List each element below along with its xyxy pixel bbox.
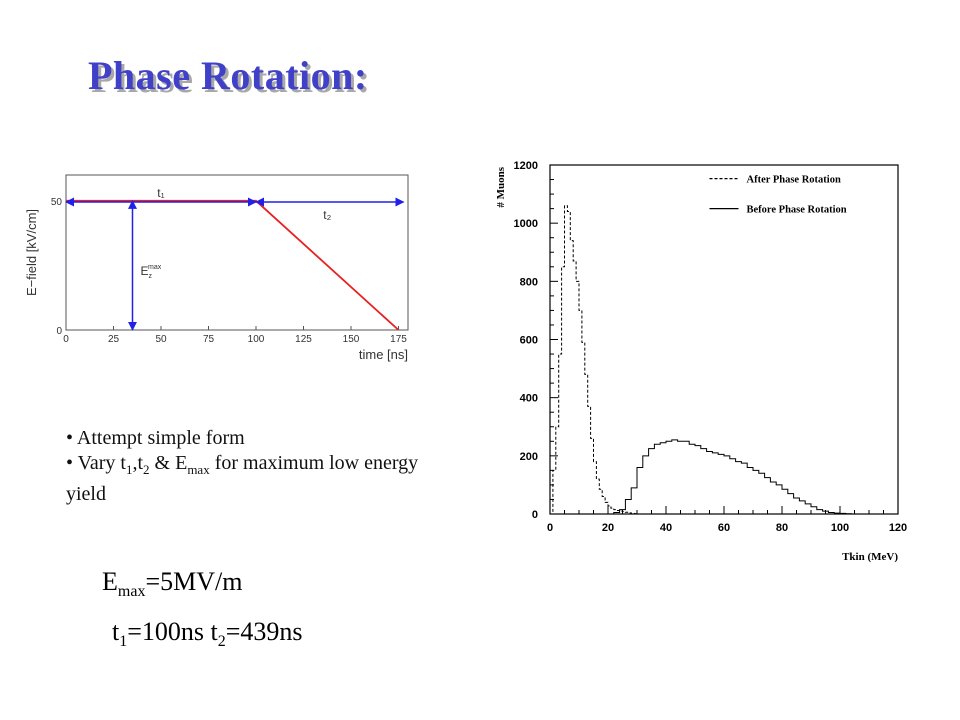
x-tick-label: 175 xyxy=(390,334,407,345)
x-tick-label: 60 xyxy=(718,522,730,534)
legend-label: After Phase Rotation xyxy=(747,175,841,186)
x-tick-label: 150 xyxy=(343,334,360,345)
x-tick-label: 100 xyxy=(831,522,849,534)
bullet-item: • Vary t1,t2 & Emax for maximum low ener… xyxy=(66,452,419,505)
x-tick-label: 125 xyxy=(295,334,312,345)
emax-label: Ezmax xyxy=(141,264,162,280)
x-tick-label: 80 xyxy=(776,522,788,534)
x-tick-label: 75 xyxy=(203,334,215,345)
after-rotation-series xyxy=(550,205,640,515)
efield-line xyxy=(66,199,400,331)
bullet-item: • Attempt simple form xyxy=(66,427,245,449)
parameter-values: Emax=5MV/m t1=100ns t2=439ns xyxy=(102,562,303,662)
x-tick-label: 0 xyxy=(63,334,69,345)
y-tick-label: 50 xyxy=(51,197,63,208)
time-values: t1=100ns t2=439ns xyxy=(112,617,303,651)
slide-title: Phase Rotation: xyxy=(88,53,368,98)
x-axis-label: Tkin (MeV) xyxy=(842,551,898,563)
y-tick-label: 600 xyxy=(520,335,538,347)
t2-label: t₂ xyxy=(323,208,331,222)
y-tick-label: 1000 xyxy=(514,218,538,230)
y-tick-label: 400 xyxy=(520,393,538,405)
t1-label: t₁ xyxy=(157,186,164,200)
y-tick-label: 200 xyxy=(520,451,538,463)
y-tick-label: 800 xyxy=(520,276,538,288)
legend-label: Before Phase Rotation xyxy=(747,205,847,216)
y-tick-label: 1200 xyxy=(514,160,538,172)
y-tick-label: 0 xyxy=(56,326,62,337)
x-tick-label: 20 xyxy=(602,522,614,534)
x-tick-label: 120 xyxy=(889,522,907,534)
x-axis-label: time [ns] xyxy=(359,347,408,362)
before-rotation-series xyxy=(550,439,858,515)
muon-histogram: 0 20 40 60 80 100 120020040060080010001200Tkin… xyxy=(495,160,907,563)
emax-value: Emax=5MV/m xyxy=(102,567,243,601)
y-axis-label: # Muons xyxy=(495,166,507,207)
x-tick-label: 40 xyxy=(660,522,672,534)
x-tick-label: 100 xyxy=(248,334,265,345)
x-tick-label: 50 xyxy=(155,334,167,345)
x-tick-label: 25 xyxy=(108,334,120,345)
plot-frame xyxy=(65,174,409,331)
x-tick-label: 0 xyxy=(547,522,553,534)
bullet-list: • Attempt simple form • Vary t1,t2 & Ema… xyxy=(66,426,426,507)
y-tick-label: 0 xyxy=(532,509,538,521)
y-axis-label: E−field [kV/cm] xyxy=(24,209,39,296)
efield-chart: 0 25 50 75 100 125 150 175 0 50 time [ns] E−field [… xyxy=(24,174,409,362)
plot-frame xyxy=(549,164,899,515)
